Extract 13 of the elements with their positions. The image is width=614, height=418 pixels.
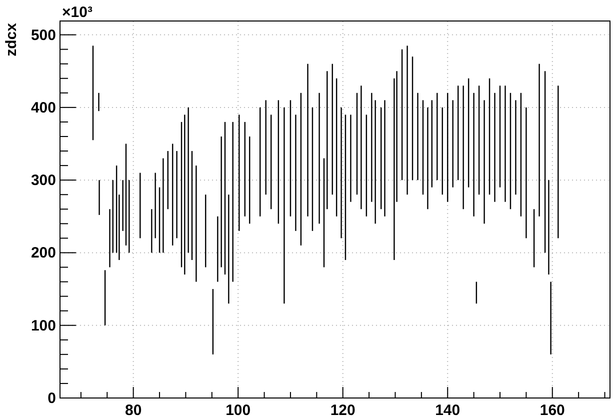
annotation: ×10³ — [62, 4, 92, 21]
y-tick-label: 0 — [48, 390, 56, 407]
y-tick-label: 200 — [30, 244, 56, 262]
x-tick-label: 120 — [330, 402, 356, 418]
y-tick-label: 500 — [30, 26, 56, 44]
x-tick-label: 140 — [435, 402, 460, 418]
y-tick-label: 300 — [30, 172, 56, 190]
y-tick-label: 100 — [30, 317, 56, 334]
x-tick-label: 80 — [124, 402, 142, 418]
x-tick-label: 100 — [226, 402, 251, 418]
x-tick-label: 160 — [540, 402, 565, 418]
y-tick-label: 400 — [30, 99, 56, 116]
y-axis-title: zdcx — [3, 22, 20, 56]
